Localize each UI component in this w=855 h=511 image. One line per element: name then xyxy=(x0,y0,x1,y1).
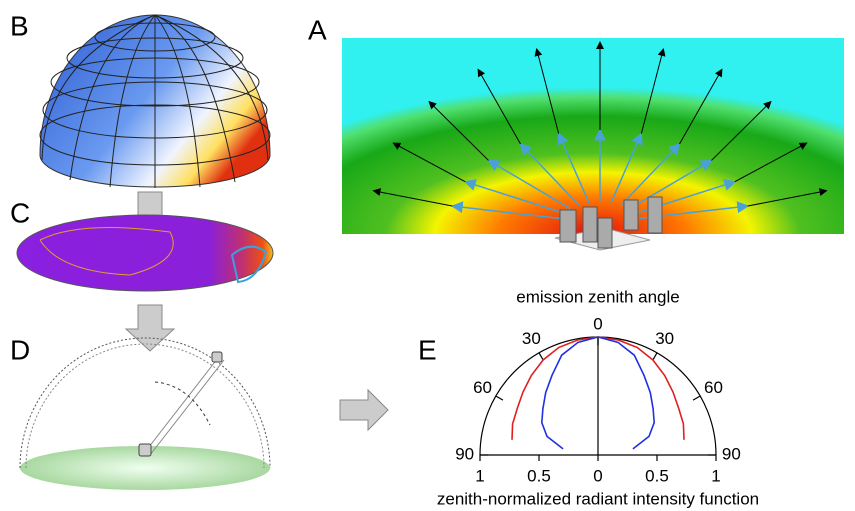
angle-tick xyxy=(653,353,657,360)
angle-tick-label: 30 xyxy=(655,329,674,348)
panel-d xyxy=(20,305,270,490)
chart-title: emission zenith angle xyxy=(516,287,679,306)
angle-tick-label: 90 xyxy=(455,444,474,463)
panel-label: C xyxy=(10,197,30,228)
panel-label: B xyxy=(10,10,29,41)
heatmap xyxy=(342,38,844,234)
figure: B A C D E emission zenith angle zenith-n… xyxy=(0,0,855,511)
x-tick-label: 0.5 xyxy=(645,466,669,485)
angle-tick-label: 60 xyxy=(704,378,723,397)
intensity-curve xyxy=(512,337,598,440)
panel-c xyxy=(17,192,273,291)
x-tick-label: 1 xyxy=(711,466,720,485)
panel-b xyxy=(40,15,270,188)
x-tick-label: 1 xyxy=(475,466,484,485)
angle-tick xyxy=(539,353,543,360)
angle-tick-label: 30 xyxy=(522,329,541,348)
intensity-curve xyxy=(598,337,684,440)
flow-arrow xyxy=(340,390,388,430)
x-tick-label: 0 xyxy=(593,466,602,485)
panel-a xyxy=(342,38,844,250)
x-axis-label: zenith-normalized radiant intensity func… xyxy=(437,489,759,508)
polar-chart: emission zenith angle zenith-normalized … xyxy=(437,287,759,508)
angle-tick xyxy=(496,396,503,400)
panel-label: E xyxy=(418,334,437,365)
angle-tick-label: 90 xyxy=(722,444,741,463)
angle-tick xyxy=(693,396,700,400)
panel-label: A xyxy=(308,14,327,45)
angle-tick-label: 0 xyxy=(593,314,602,333)
x-tick-label: 0.5 xyxy=(527,466,551,485)
angle-tick-label: 60 xyxy=(473,378,492,397)
panel-label: D xyxy=(10,334,30,365)
